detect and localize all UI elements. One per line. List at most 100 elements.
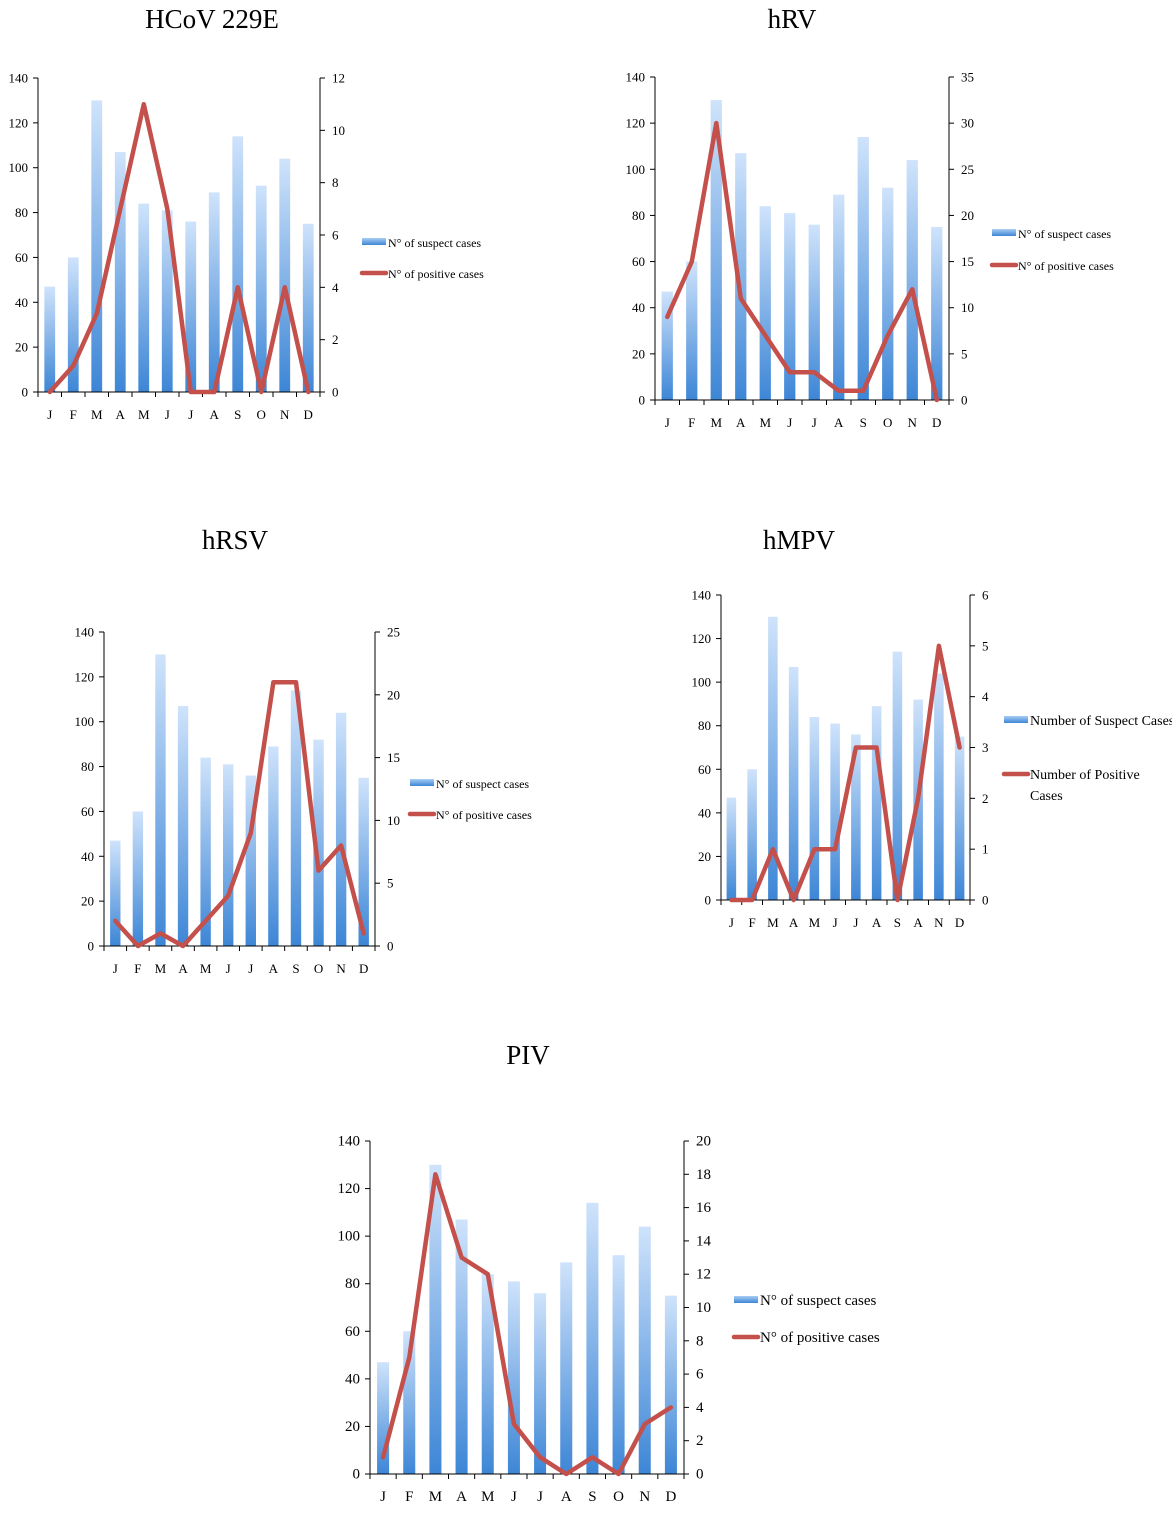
bar — [955, 737, 965, 900]
left-tick-label: 40 — [698, 805, 711, 820]
line-point — [765, 335, 766, 336]
left-tick-label: 80 — [698, 718, 711, 733]
x-tick-label: J — [165, 407, 170, 422]
x-tick-label: M — [91, 407, 103, 422]
legend-bar-swatch — [1004, 716, 1028, 723]
right-tick-label: 14 — [696, 1233, 712, 1249]
left-tick-label: 20 — [81, 894, 94, 909]
right-tick-label: 10 — [961, 300, 974, 315]
x-tick-label: D — [359, 961, 368, 976]
left-tick-label: 140 — [9, 71, 29, 86]
bar — [686, 262, 697, 400]
right-tick-label: 5 — [961, 346, 968, 361]
line-point — [143, 104, 144, 105]
left-tick-label: 120 — [9, 115, 29, 130]
line-point — [383, 1457, 384, 1458]
right-tick-label: 20 — [387, 687, 400, 702]
x-tick-label: M — [710, 415, 722, 430]
line-point — [49, 392, 50, 393]
right-tick-label: 4 — [332, 280, 339, 295]
bar-series — [377, 1165, 677, 1474]
line-series — [115, 682, 363, 946]
bar — [268, 746, 278, 946]
line-point — [667, 316, 668, 317]
bar — [872, 706, 882, 900]
legend-bar-swatch — [992, 229, 1016, 236]
x-tick-label: M — [155, 961, 167, 976]
bar-series — [110, 654, 369, 946]
x-tick-label: D — [955, 915, 964, 930]
x-tick-label: A — [872, 915, 882, 930]
bar-series — [727, 617, 965, 900]
x-tick-label: J — [226, 961, 231, 976]
left-tick-label: 80 — [345, 1276, 360, 1292]
line-point — [261, 392, 262, 393]
left-tick-label: 80 — [15, 205, 28, 220]
chart-title: hRSV — [202, 525, 269, 555]
line-series — [731, 646, 959, 900]
line-point — [592, 1457, 593, 1458]
left-tick-label: 0 — [705, 893, 712, 908]
right-tick-label: 6 — [696, 1367, 704, 1383]
chart-title: PIV — [506, 1040, 550, 1070]
right-tick-label: 20 — [696, 1134, 711, 1150]
line-point — [250, 832, 251, 833]
x-tick-label: F — [134, 961, 141, 976]
left-tick-label: 0 — [88, 939, 95, 954]
bar — [858, 137, 869, 400]
right-tick-label: 2 — [696, 1433, 704, 1449]
right-tick-label: 0 — [387, 939, 394, 954]
line-point — [513, 1424, 514, 1425]
right-tick-label: 1 — [982, 842, 989, 857]
x-tick-label: J — [537, 1489, 543, 1505]
bar — [155, 654, 165, 946]
right-tick-label: 0 — [332, 385, 339, 400]
x-tick-label: A — [269, 961, 279, 976]
line-point — [644, 1424, 645, 1425]
left-tick-label: 140 — [626, 70, 646, 85]
left-tick-label: 60 — [632, 254, 645, 269]
x-tick-label: M — [809, 915, 821, 930]
line-point — [120, 208, 121, 209]
right-tick-label: 2 — [982, 791, 989, 806]
line-point — [793, 900, 794, 901]
line-point — [183, 946, 184, 947]
legend-bar-label: N° of suspect cases — [760, 1293, 877, 1309]
right-tick-label: 10 — [387, 813, 400, 828]
line-point — [959, 747, 960, 748]
x-tick-label: A — [834, 415, 844, 430]
x-tick-label: J — [47, 407, 52, 422]
bar — [760, 206, 771, 400]
left-tick-label: 80 — [632, 208, 645, 223]
right-tick-label: 0 — [982, 893, 989, 908]
left-tick-label: 80 — [81, 759, 94, 774]
x-tick-label: O — [613, 1489, 624, 1505]
line-point — [918, 798, 919, 799]
x-tick-label: J — [188, 407, 193, 422]
x-tick-label: N — [934, 915, 944, 930]
x-tick-label: F — [405, 1489, 413, 1505]
line-point — [160, 933, 161, 934]
line-point — [716, 123, 717, 124]
right-tick-label: 4 — [982, 689, 989, 704]
right-tick-label: 5 — [982, 638, 989, 653]
legend-bar-swatch — [410, 779, 434, 786]
legend-line-label: N° of positive cases — [1018, 259, 1114, 273]
legend-bar-label: N° of suspect cases — [388, 236, 481, 250]
x-tick-label: S — [234, 407, 241, 422]
x-tick-label: J — [812, 415, 817, 430]
left-tick-label: 0 — [22, 385, 29, 400]
x-tick-label: M — [200, 961, 212, 976]
x-tick-label: J — [833, 915, 838, 930]
legend-bar-swatch — [734, 1296, 758, 1303]
right-tick-label: 12 — [332, 71, 345, 86]
left-tick-label: 60 — [698, 762, 711, 777]
right-tick-label: 2 — [332, 332, 339, 347]
right-tick-label: 15 — [387, 750, 400, 765]
